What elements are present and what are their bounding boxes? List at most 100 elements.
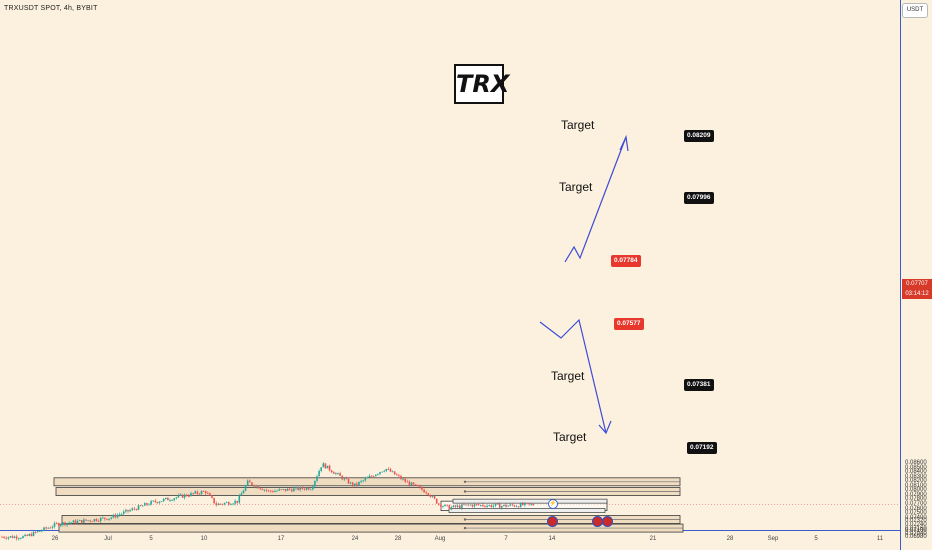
bull-candle: [13, 536, 16, 538]
bear-candle: [55, 523, 58, 524]
bull-candle: [326, 465, 329, 469]
bear-candle: [114, 514, 117, 518]
price-tick-label: 0.07100: [905, 528, 927, 535]
bull-candle: [18, 538, 20, 540]
bull-candle: [20, 538, 22, 539]
bear-candle: [297, 487, 299, 490]
bull-candle: [234, 500, 236, 504]
price-tick-label: 0.07700: [905, 500, 927, 507]
lightning-event-icon[interactable]: ⚡: [548, 499, 558, 509]
bull-candle: [125, 509, 127, 512]
bull-candle: [110, 517, 112, 519]
ticker-title-box: TRX: [454, 64, 509, 104]
bear-candle: [280, 489, 283, 491]
bear-candle: [127, 509, 129, 512]
bear-candle: [471, 504, 474, 507]
bull-candle: [530, 504, 532, 505]
bear-candle: [404, 478, 406, 482]
bear-candle: [345, 478, 348, 480]
bear-candle: [89, 520, 91, 522]
target-anchor-dot-3: [463, 518, 467, 521]
bull-candle: [24, 534, 26, 537]
us-flag-event-icon[interactable]: [547, 516, 558, 527]
bear-candle: [475, 504, 478, 506]
time-tick-label: Sep: [767, 536, 779, 542]
bear-candle: [156, 501, 159, 503]
bullish-projection-arrow: [564, 136, 627, 263]
bear-candle: [251, 482, 253, 486]
bull-candle: [456, 505, 459, 507]
bear-candle: [139, 505, 142, 507]
bear-candle: [267, 490, 270, 492]
bull-candle: [524, 502, 526, 506]
us-flag-event-icon-3[interactable]: [602, 516, 613, 527]
bear-candle: [393, 471, 396, 475]
bull-candle: [144, 503, 146, 506]
target-label-3: Target: [551, 369, 585, 383]
bull-candle: [76, 520, 79, 524]
bear-candle: [356, 483, 358, 485]
bear-candle: [505, 504, 507, 507]
bull-candle: [129, 510, 131, 512]
bull-candle: [358, 481, 360, 485]
bear-candle: [64, 522, 66, 526]
bear-candle: [26, 534, 28, 536]
bull-candle: [62, 522, 64, 525]
bull-candle: [293, 488, 295, 492]
bull-candle: [507, 505, 509, 507]
currency-unit-button[interactable]: USDT: [902, 3, 928, 18]
bear-candle: [307, 487, 310, 490]
bull-candle: [53, 523, 56, 527]
bear-candle: [490, 505, 493, 507]
bull-candle: [318, 470, 320, 477]
bull-candle: [360, 480, 362, 482]
bull-candle: [165, 497, 167, 499]
price-tick-label: 0.07240: [905, 521, 927, 528]
current-price-value: 0.07707: [906, 281, 928, 287]
bear-candle: [370, 475, 373, 477]
target-anchor-dot-2: [463, 490, 467, 493]
bull-candle: [78, 519, 81, 521]
current-price-tag: 0.07707 03:14:12: [902, 279, 932, 299]
bull-candle: [162, 498, 165, 502]
bear-candle: [526, 502, 528, 504]
time-tick-label: 5: [814, 536, 818, 542]
bull-candle: [496, 503, 499, 505]
bull-candle: [278, 489, 280, 491]
bull-candle: [152, 500, 154, 502]
bear-candle: [236, 500, 238, 503]
symbol-header: TRXUSDT SPOT, 4h, BYBIT: [4, 5, 98, 12]
bull-candle: [223, 502, 226, 505]
bull-candle: [295, 487, 297, 489]
bear-candle: [49, 527, 52, 529]
bear-candle: [303, 488, 306, 490]
time-tick-label: 14: [548, 536, 556, 542]
bear-candle: [423, 489, 425, 493]
bear-candle: [249, 480, 251, 483]
price-tick-label: 0.07400: [905, 514, 927, 521]
bear-candle: [328, 465, 331, 471]
range-top-bar: [452, 498, 608, 504]
bear-candle: [339, 473, 341, 476]
level-price-tag-3: 0.07381: [684, 379, 714, 391]
bull-candle: [299, 486, 301, 490]
bear-candle: [482, 504, 484, 507]
bear-candle: [341, 475, 343, 480]
bull-candle: [452, 505, 455, 508]
bull-candle: [450, 507, 453, 510]
bull-candle: [305, 487, 308, 490]
bull-candle: [32, 531, 35, 537]
bull-candle: [337, 473, 339, 474]
price-tick-label: 0.07800: [905, 496, 927, 503]
bull-candle: [381, 471, 383, 473]
bear-candle: [228, 502, 230, 505]
bear-candle: [45, 527, 47, 529]
bear-candle: [265, 489, 268, 491]
bull-candle: [431, 495, 434, 497]
bear-candle: [291, 489, 293, 492]
bear-candle: [261, 489, 264, 491]
bear-candle: [85, 519, 87, 521]
bull-candle: [22, 536, 24, 539]
bull-candle: [225, 502, 228, 504]
